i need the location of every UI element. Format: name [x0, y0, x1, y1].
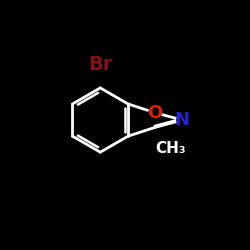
- Circle shape: [91, 56, 110, 74]
- Text: Br: Br: [88, 55, 112, 74]
- Circle shape: [162, 140, 179, 158]
- Text: CH₃: CH₃: [155, 141, 186, 156]
- Text: O: O: [148, 104, 163, 122]
- Text: N: N: [175, 111, 190, 129]
- Circle shape: [149, 106, 161, 119]
- Circle shape: [177, 114, 188, 126]
